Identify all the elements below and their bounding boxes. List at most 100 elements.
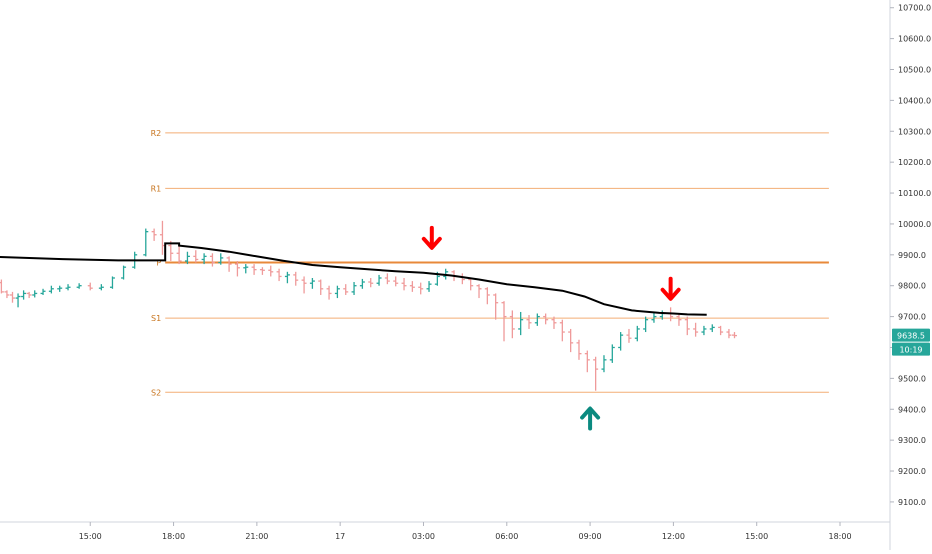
pivot-label-r1: R1 <box>151 184 162 193</box>
price-bar <box>718 325 724 336</box>
price-bar <box>0 279 4 294</box>
y-axis[interactable]: 10700.0 10600.0 10500.0 10400.0 10300.0 10200… <box>889 0 931 550</box>
y-tick-label: 9500.0 <box>898 374 926 383</box>
price-bar <box>601 355 607 373</box>
price-bar <box>534 313 540 326</box>
price-bar <box>626 328 632 343</box>
price-bar <box>159 220 165 255</box>
annotations <box>421 225 681 431</box>
price-bars <box>0 220 737 391</box>
y-tick-label: 10100.0 <box>898 189 931 198</box>
y-tick-label: 9800.0 <box>898 282 926 291</box>
price-bar <box>726 328 732 339</box>
price-bar <box>48 285 54 294</box>
pivot-levels: R2 R1 P S1 S2 <box>151 129 829 397</box>
price-bar <box>15 293 21 308</box>
price-bar <box>401 277 407 291</box>
price-bar <box>368 277 374 288</box>
price-bar <box>301 276 307 294</box>
y-tick-label: 9700.0 <box>898 313 926 322</box>
price-bar <box>318 279 324 295</box>
price-bar <box>376 274 382 286</box>
price-bar <box>4 290 10 299</box>
price-bar <box>709 324 715 333</box>
price-bar <box>384 273 390 285</box>
price-bar <box>684 316 690 336</box>
price-bar <box>584 350 590 373</box>
price-bar <box>568 328 574 353</box>
price-bar <box>393 276 399 287</box>
price-bar <box>309 277 315 289</box>
price-bar <box>334 285 340 299</box>
price-bar <box>731 332 737 339</box>
price-bar <box>651 311 657 323</box>
x-tick-label: 06:00 <box>495 532 518 541</box>
x-tick-label: 15:00 <box>745 532 768 541</box>
price-bar <box>609 344 615 363</box>
price-bar <box>87 282 93 291</box>
price-bar <box>543 313 549 325</box>
price-bar <box>226 256 232 272</box>
last-price-marker: 9638.5 10:19 <box>892 328 930 356</box>
price-bar <box>201 253 207 265</box>
price-bar <box>176 244 182 265</box>
price-bar <box>151 228 157 241</box>
price-bar <box>493 293 499 320</box>
price-bar <box>676 313 682 326</box>
last-price-label: 9638.5 <box>897 332 925 341</box>
price-bar <box>501 301 507 342</box>
price-bar <box>284 271 290 284</box>
y-tick-label: 10600.0 <box>898 35 931 44</box>
price-bar <box>643 316 649 333</box>
price-bar <box>243 264 249 274</box>
arrow-head <box>421 236 442 250</box>
price-bar <box>343 284 349 295</box>
price-bar <box>40 288 46 295</box>
y-tick-label: 10300.0 <box>898 127 931 136</box>
vwap-line-path <box>0 242 707 316</box>
price-bar <box>143 228 149 257</box>
x-axis[interactable]: 15:00 18:00 21:00 17 03:00 06:00 09:00 12:00 15:… <box>0 521 890 541</box>
price-bar <box>459 273 465 285</box>
price-bar <box>98 284 104 291</box>
price-bar <box>268 265 274 277</box>
y-tick-label: 9300.0 <box>898 436 926 445</box>
price-bar <box>21 290 27 300</box>
price-bar <box>551 316 557 329</box>
price-bar <box>518 311 524 336</box>
pivot-label-s1: S1 <box>151 314 161 323</box>
price-bar <box>209 253 215 267</box>
arrow-down-icon <box>421 225 442 250</box>
pivot-label-r2: R2 <box>151 129 162 138</box>
y-tick-label: 9900.0 <box>898 251 926 260</box>
pivot-label-s2: S2 <box>151 388 161 397</box>
x-tick-label: 18:00 <box>162 532 185 541</box>
price-bar <box>218 253 224 265</box>
price-bar <box>326 285 332 300</box>
countdown-badge <box>892 342 930 356</box>
price-bar <box>418 282 424 295</box>
price-bar <box>26 291 32 299</box>
price-bar <box>76 283 82 289</box>
last-price-badge <box>892 328 930 342</box>
y-tick-label: 10700.0 <box>898 4 931 13</box>
price-bar <box>693 322 699 337</box>
vwap-line <box>0 242 707 316</box>
y-tick-label: 10200.0 <box>898 158 931 167</box>
price-bar <box>484 287 490 305</box>
y-tick-label: 10400.0 <box>898 96 931 105</box>
price-bar <box>359 278 365 289</box>
price-bar <box>701 325 707 336</box>
price-bar <box>426 281 432 292</box>
price-bar <box>634 325 640 342</box>
price-bar <box>593 356 599 391</box>
x-tick-label: 21:00 <box>245 532 268 541</box>
price-bar <box>293 271 299 286</box>
x-tick-label: 18:00 <box>828 532 851 541</box>
price-bar <box>526 315 532 329</box>
price-bar <box>9 291 15 303</box>
x-tick-label: 12:00 <box>662 532 685 541</box>
price-bar <box>576 339 582 360</box>
